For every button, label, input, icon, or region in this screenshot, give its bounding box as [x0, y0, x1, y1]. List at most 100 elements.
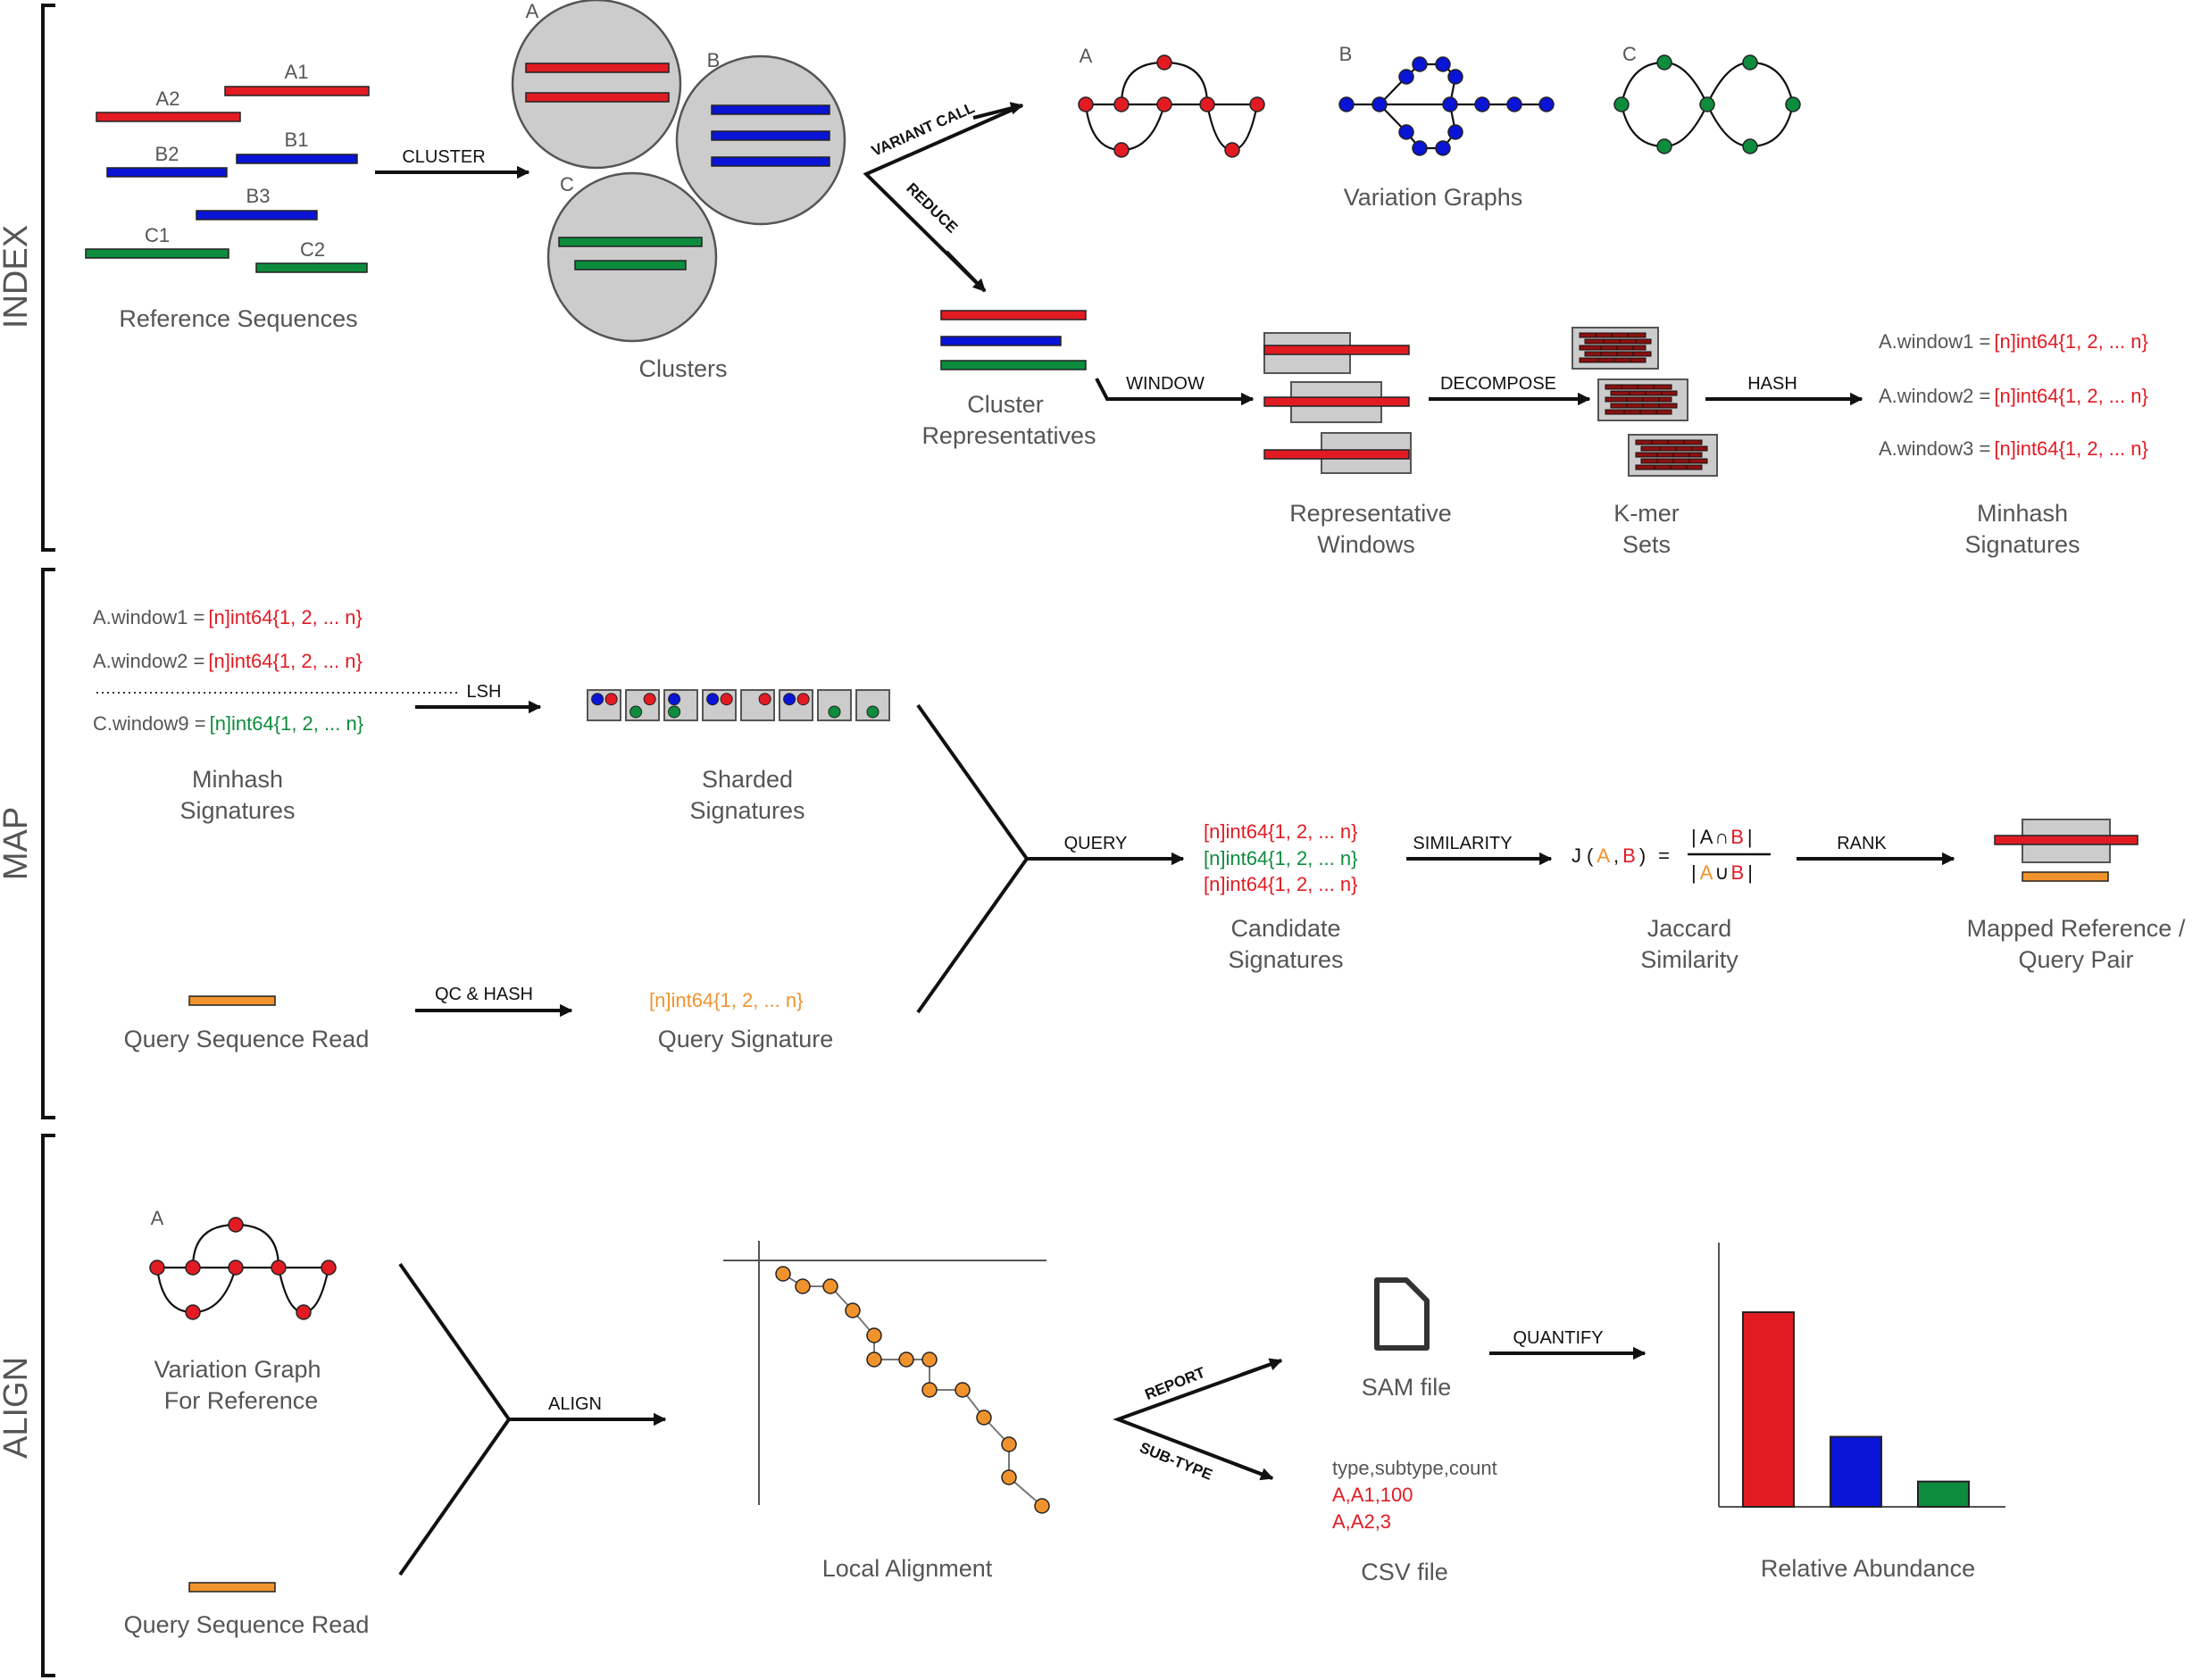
csv-data-row: A,A1,100 [1332, 1484, 1413, 1506]
ref-seq-a1 [224, 86, 370, 96]
ref-label-b3: B3 [246, 185, 271, 207]
decompose-op-label: DECOMPOSE [1440, 374, 1556, 394]
sharded-caption-line2: Signatures [689, 797, 805, 824]
shard-dot [796, 693, 810, 706]
csv-data-row: A,A2,3 [1332, 1510, 1391, 1533]
shard-dot [643, 693, 656, 706]
reduce-op-label: REDUCE [903, 179, 961, 237]
shard-dot [783, 693, 796, 706]
cluster-b-seq [711, 104, 830, 115]
align-graph-label: A [151, 1207, 164, 1229]
jaccard-lhs: J(A, B) = [1572, 844, 1670, 867]
index-signature-row: A.window2 = [n]int64{1, 2, ... n} [1879, 385, 2148, 407]
alignment-point [1001, 1436, 1017, 1452]
subtype-op-label: SUB-TYPE [1138, 1439, 1215, 1484]
cluster-representatives: Cluster Representatives [921, 310, 1096, 449]
variation-graphs-caption: Variation Graphs [1344, 184, 1523, 211]
align-bracket [41, 1134, 55, 1677]
report-arrow [1240, 1358, 1283, 1376]
kmer-strip [1584, 338, 1652, 345]
alignment-point [1001, 1469, 1017, 1485]
windows-caption-line2: Windows [1317, 531, 1415, 558]
ref-label-b2: B2 [155, 143, 179, 165]
alignment-point [921, 1351, 938, 1368]
kmer-strip [1640, 458, 1708, 464]
ref-caption: Reference Sequences [119, 305, 357, 332]
reference-sequences: A1 A2 B1 B2 B3 C1 C2 Reference Sequences [85, 61, 370, 332]
map-signature-row: C.window9 = [n]int64{1, 2, ... n} [93, 712, 363, 735]
rep-seq [940, 360, 1087, 370]
query-read-bar [188, 995, 276, 1006]
shard-dot [604, 693, 618, 706]
kmer-strip [1635, 464, 1703, 470]
cluster-b-seq [711, 130, 830, 141]
graph-label-a: A [1080, 45, 1093, 67]
kmer-strip [1605, 396, 1672, 403]
kmer-strip [1610, 403, 1678, 409]
kmer-strip [1635, 439, 1703, 445]
kmer-strip [1610, 390, 1678, 396]
alignment-point [822, 1278, 838, 1294]
alignment-point [976, 1410, 992, 1426]
cluster-a-seq [525, 92, 670, 103]
shard-dot [828, 705, 841, 719]
query-read-map: Query Sequence Read [124, 995, 370, 1052]
ref-label-c1: C1 [145, 224, 170, 246]
ref-seq-b3 [196, 210, 318, 220]
mapped-query-bar [2022, 871, 2109, 882]
shard-dot [629, 705, 643, 719]
shard-dot [866, 705, 880, 719]
rep-seq [940, 336, 1062, 346]
alignment-point [866, 1351, 882, 1368]
candidate-signatures: [n]int64{1, 2, ... n} [n]int64{1, 2, ...… [1204, 820, 1357, 973]
cluster-c-seq [574, 260, 687, 270]
window-seq [1263, 396, 1410, 407]
map-signature-row: A.window1 = [n]int64{1, 2, ... n} [93, 606, 363, 628]
window-op-label: WINDOW [1126, 374, 1205, 394]
rank-op-label: RANK [1837, 834, 1887, 853]
representative-windows: Representative Windows [1263, 332, 1452, 558]
hash-op-label: HASH [1747, 374, 1797, 394]
variant-reduce-fork [863, 104, 1023, 293]
map-minhash-caption-line1: Minhash [192, 766, 283, 793]
alignment-point [866, 1327, 882, 1343]
graph-label-b: B [1339, 43, 1353, 65]
mapped-reference-bar [1994, 835, 2138, 845]
shard-dot [668, 693, 681, 706]
alignment-point [775, 1266, 791, 1282]
qc-hash-op-label: QC & HASH [435, 985, 533, 1004]
kmer-sets: K-mer Sets [1572, 327, 1718, 558]
shard-dot [758, 693, 771, 706]
shard-box [779, 689, 813, 721]
kmer-strip [1579, 345, 1647, 351]
lsh-op-label: LSH [467, 682, 502, 702]
variation-graph-b-nodes [1338, 56, 1555, 156]
variation-graph-a-nodes [1078, 54, 1265, 158]
align-merge-fork [398, 1262, 512, 1576]
candidate-signature: [n]int64{1, 2, ... n} [1204, 873, 1357, 895]
align-query-read-bar [188, 1582, 276, 1593]
subtype-arrow [1234, 1462, 1274, 1481]
candidate-caption-line1: Candidate [1230, 915, 1340, 942]
map-bracket [41, 568, 55, 1119]
abundance-bar [1830, 1435, 1882, 1509]
candidate-signature: [n]int64{1, 2, ... n} [1204, 847, 1357, 869]
section-label-map: MAP [0, 807, 35, 880]
index-minhash-caption-line1: Minhash [1977, 500, 2068, 527]
abundance-caption: Relative Abundance [1761, 1555, 1975, 1582]
map-query-read-caption: Query Sequence Read [124, 1026, 370, 1052]
ref-label-a2: A2 [156, 87, 180, 110]
map-minhash-signatures: A.window1 = [n]int64{1, 2, ... n} A.windo… [93, 606, 461, 824]
rep-seq [940, 310, 1087, 320]
reps-caption-line2: Representatives [921, 422, 1096, 449]
file-icon [1374, 1277, 1430, 1351]
align-op-label: ALIGN [548, 1394, 602, 1414]
section-brackets [41, 4, 55, 1677]
shard-dot [591, 693, 604, 706]
clusters-caption: Clusters [638, 355, 727, 382]
ref-label-a1: A1 [285, 61, 309, 83]
jaccard-formula: J(A, B) = | A∩B | | A∪B | Jaccard Similarity [1572, 826, 1771, 973]
index-signature-row: A.window1 = [n]int64{1, 2, ... n} [1879, 330, 2148, 353]
kmer-caption-line2: Sets [1622, 531, 1671, 558]
